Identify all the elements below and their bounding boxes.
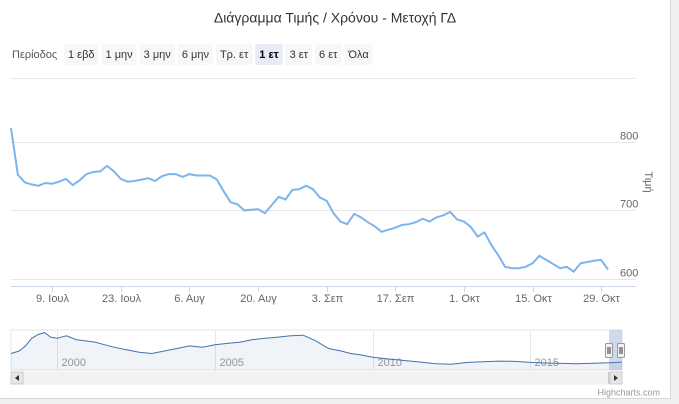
range-button[interactable] [285, 44, 313, 65]
x-tick-label: 3. Σεπ [312, 293, 344, 305]
x-tick-label: 20. Αυγ [240, 293, 277, 305]
range-label: Περίοδος [12, 49, 57, 61]
range-button[interactable] [315, 44, 342, 65]
scrollbar-arrow [614, 375, 618, 381]
chart-title: Διάγραμμα Τιμής / Χρόνου - Μετοχή ΓΔ [214, 10, 456, 26]
range-button-label[interactable]: 1 εβδ [68, 49, 95, 61]
navigator-window[interactable] [609, 330, 622, 370]
credits: Highcharts.com [597, 387, 660, 397]
y-tick-label: 800 [620, 130, 638, 142]
scrollbar-track [10, 371, 623, 385]
navigator-tick-label: 2000 [62, 357, 86, 369]
range-button[interactable] [215, 44, 253, 65]
navigator-handle[interactable] [617, 343, 625, 358]
navigator-line [10, 332, 623, 365]
x-tick-label: 29. Οκτ [583, 293, 620, 305]
navigator-handle[interactable] [605, 343, 613, 358]
range-button-label[interactable]: 6 ετ [319, 49, 338, 61]
range-button[interactable] [101, 44, 137, 65]
y-axis-title: Τιμή [642, 171, 654, 192]
y-tick-label: 700 [620, 198, 638, 210]
navigator-area [11, 332, 622, 370]
range-button-label[interactable]: Όλα [347, 49, 369, 61]
scrollbar-arrow [15, 375, 19, 381]
x-tick-label: 9. Ιουλ [36, 293, 69, 305]
price-line [10, 127, 609, 273]
range-button[interactable] [139, 44, 175, 65]
x-tick-label: 23. Ιουλ [102, 293, 142, 305]
x-tick-label: 6. Αυγ [174, 293, 205, 305]
range-button-label[interactable]: Τρ. ετ [220, 49, 249, 61]
x-tick-label: 1. Οκτ [449, 293, 480, 305]
range-button[interactable] [177, 44, 213, 65]
range-button-label[interactable]: 6 μην [182, 49, 210, 61]
x-tick-label: 17. Σεπ [377, 293, 415, 305]
navigator-background [10, 329, 623, 371]
range-button[interactable] [344, 44, 373, 65]
range-button-label[interactable]: 1 μην [106, 49, 134, 61]
range-button-label[interactable]: 3 ετ [290, 49, 309, 61]
range-button-label[interactable]: 3 μην [144, 49, 172, 61]
range-button[interactable] [255, 44, 283, 65]
y-tick-label: 600 [620, 267, 638, 279]
range-button-label[interactable]: 1 ετ [259, 49, 278, 61]
navigator-tick-label: 2005 [220, 357, 244, 369]
range-button[interactable] [64, 44, 99, 65]
x-tick-label: 15. Οκτ [515, 293, 552, 305]
